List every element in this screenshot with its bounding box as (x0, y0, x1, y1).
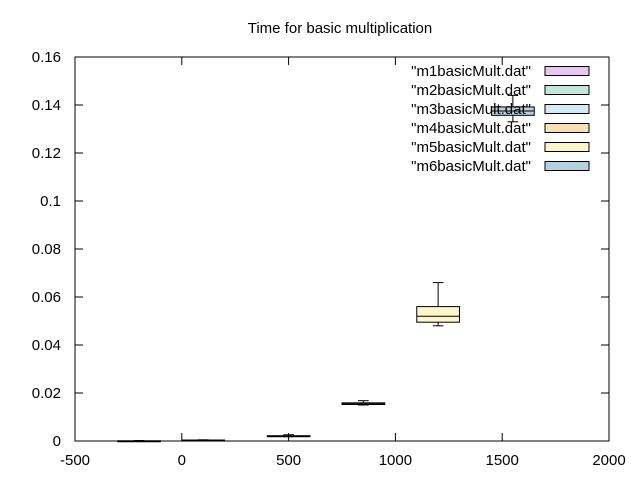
legend-entry: "m5basicMult.dat" (411, 139, 590, 156)
box-plot (491, 94, 535, 123)
x-tick-label: 2000 (592, 452, 625, 469)
legend-swatch (544, 85, 590, 95)
box-plot (266, 434, 311, 438)
legend-entry: "m3basicMult.dat" (411, 101, 590, 118)
y-tick-label: 0.12 (32, 145, 61, 162)
y-tick-label: 0.02 (32, 385, 61, 402)
legend-entry: "m1basicMult.dat" (411, 63, 590, 80)
x-tick-label: 1500 (486, 452, 519, 469)
legend-label: "m6basicMult.dat" (411, 158, 531, 175)
legend-swatch (544, 123, 590, 133)
legend-entry: "m6basicMult.dat" (411, 158, 590, 175)
box-plot (181, 439, 226, 442)
y-tick-label: 0.1 (40, 193, 61, 210)
chart-title: Time for basic multiplication (248, 20, 433, 37)
x-tick-label: 500 (276, 452, 301, 469)
legend-label: "m4basicMult.dat" (411, 120, 531, 137)
x-tick-label: -500 (60, 452, 90, 469)
y-tick-label: 0.06 (32, 289, 61, 306)
legend-swatch (544, 104, 590, 114)
legend-swatch (544, 142, 590, 152)
axes: 0 0.02 0.04 0.06 0.08 0.1 0.12 0.14 0.16 -500 0 500… (32, 49, 626, 469)
x-tick-label: 1000 (379, 452, 412, 469)
box-plot (117, 440, 161, 443)
legend-label: "m1basicMult.dat" (411, 63, 531, 80)
legend-swatch (544, 161, 590, 171)
y-tick-label: 0.04 (32, 337, 61, 354)
legend-entry: "m4basicMult.dat" (411, 120, 590, 137)
box-plot (416, 282, 460, 327)
legend-label: "m2basicMult.dat" (411, 82, 531, 99)
box-body (416, 306, 460, 323)
y-tick-label: 0.08 (32, 241, 61, 258)
legend-label: "m3basicMult.dat" (411, 101, 531, 118)
legend-entry: "m2basicMult.dat" (411, 82, 590, 99)
y-tick-label: 0.14 (32, 97, 61, 114)
box-plots (117, 94, 535, 443)
y-tick-label: 0.16 (32, 49, 61, 66)
x-tick-label: 0 (178, 452, 186, 469)
box-plot (341, 400, 386, 406)
y-tick-label: 0 (53, 433, 61, 450)
legend: "m1basicMult.dat" "m2basicMult.dat" "m3bas… (411, 63, 590, 175)
legend-swatch (544, 66, 590, 76)
legend-label: "m5basicMult.dat" (411, 139, 531, 156)
